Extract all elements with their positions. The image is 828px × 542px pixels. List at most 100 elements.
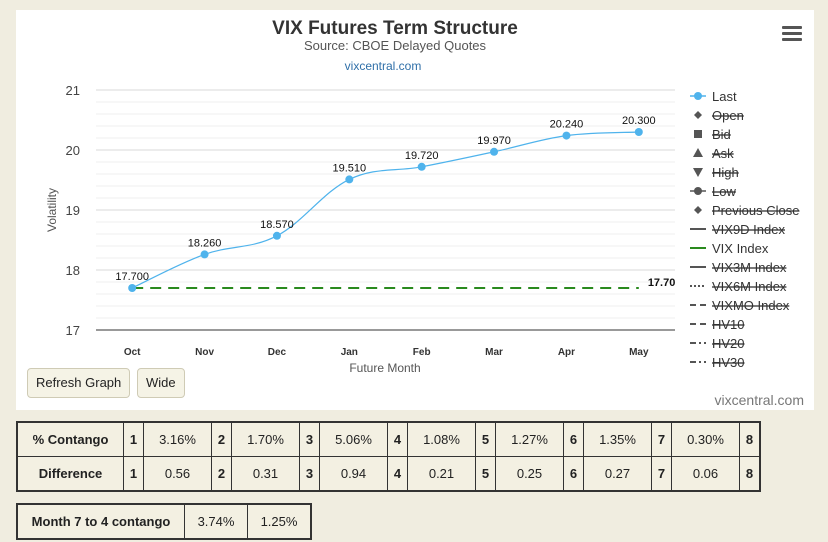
last-data-point[interactable] bbox=[490, 147, 499, 156]
table-row: Difference 1 0.56 2 0.31 3 0.94 4 0.21 5 0.25 6 0.27… bbox=[16, 456, 761, 492]
table-label-cell: % Contango bbox=[16, 421, 124, 457]
legend-label: Ask bbox=[712, 146, 734, 161]
legend-item[interactable]: Bid bbox=[694, 127, 731, 142]
table-row: % Contango 1 3.16% 2 1.70% 3 5.06% 4 1.08% 5 1.27%… bbox=[16, 421, 761, 457]
data-label: 20.240 bbox=[550, 119, 584, 131]
legend-item[interactable]: Ask bbox=[693, 146, 734, 161]
legend-label: Bid bbox=[712, 127, 731, 142]
legend-triangle-icon bbox=[693, 148, 703, 157]
legend-item[interactable]: VIX3M Index bbox=[690, 260, 787, 275]
y-tick-label: 21 bbox=[66, 83, 80, 98]
legend-item[interactable]: VIX Index bbox=[690, 241, 769, 256]
legend-circle-icon bbox=[694, 92, 702, 100]
legend-label: VIXMO Index bbox=[712, 298, 790, 313]
legend-item[interactable]: VIXMO Index bbox=[690, 298, 790, 313]
series: 17.70 17.700 18.260 18.570 19.510 19.720 19.97… bbox=[115, 115, 675, 292]
table-month-number-cell: 5 bbox=[475, 456, 496, 492]
table-month-number-cell: 4 bbox=[387, 421, 408, 457]
table-value-cell: 3.16% bbox=[143, 421, 212, 457]
y-tick-label: 19 bbox=[66, 203, 80, 218]
table-value-cell: 0.31 bbox=[231, 456, 300, 492]
legend-item[interactable]: Low bbox=[690, 184, 736, 199]
refresh-graph-button[interactable]: Refresh Graph bbox=[27, 368, 131, 398]
legend-item[interactable]: HV20 bbox=[690, 336, 745, 351]
menu-bar bbox=[782, 26, 802, 29]
table-value-cell: 0.25 bbox=[495, 456, 564, 492]
table-value-cell: 3.74% bbox=[184, 503, 248, 540]
wide-button[interactable]: Wide bbox=[137, 368, 185, 398]
data-label: 19.510 bbox=[332, 162, 366, 174]
legend-circle-icon bbox=[694, 187, 702, 195]
contango-table: % Contango 1 3.16% 2 1.70% 3 5.06% 4 1.08% 5 1.27%… bbox=[16, 421, 761, 492]
chart-title: VIX Futures Term Structure bbox=[272, 18, 518, 39]
x-tick-label: Feb bbox=[413, 347, 431, 358]
table-value-cell: 5.06% bbox=[319, 421, 388, 457]
table-month-number-cell: 2 bbox=[211, 456, 232, 492]
legend-item[interactable]: HV10 bbox=[690, 317, 745, 332]
chart-credit[interactable]: vixcentral.com bbox=[714, 392, 804, 408]
data-label: 19.970 bbox=[477, 135, 511, 147]
legend-item[interactable]: VIX9D Index bbox=[690, 222, 785, 237]
data-label: 18.260 bbox=[188, 237, 222, 249]
data-label: 18.570 bbox=[260, 219, 294, 231]
table-value-cell: 0.21 bbox=[407, 456, 476, 492]
menu-bar bbox=[782, 38, 802, 41]
table-month-number-cell: 1 bbox=[123, 421, 144, 457]
x-tick-label: Apr bbox=[558, 347, 575, 358]
table-value-cell: 1.70% bbox=[231, 421, 300, 457]
table-value-cell: 0.30% bbox=[671, 421, 740, 457]
menu-bar bbox=[782, 32, 802, 35]
legend-item[interactable]: Previous Close bbox=[694, 203, 799, 218]
x-tick-label: May bbox=[629, 347, 649, 358]
data-label: 17.700 bbox=[115, 271, 149, 283]
last-data-point[interactable] bbox=[562, 131, 571, 140]
table-month-number-cell: 8 bbox=[739, 456, 761, 492]
table-value-cell: 0.56 bbox=[143, 456, 212, 492]
table-month-number-cell: 4 bbox=[387, 456, 408, 492]
last-series-line bbox=[131, 131, 639, 289]
legend-diamond-icon bbox=[694, 206, 702, 214]
legend-item[interactable]: Last bbox=[690, 89, 737, 104]
chart-menu-icon[interactable] bbox=[782, 26, 802, 44]
table-value-cell: 0.94 bbox=[319, 456, 388, 492]
table-row: Month 7 to 4 contango 3.74% 1.25% bbox=[16, 503, 312, 540]
table-value-cell: 1.08% bbox=[407, 421, 476, 457]
legend-label: Previous Close bbox=[712, 203, 799, 218]
last-data-point[interactable] bbox=[128, 284, 137, 292]
legend-label: Low bbox=[712, 184, 736, 199]
table-value-cell: 0.27 bbox=[583, 456, 652, 492]
table-month-number-cell: 6 bbox=[563, 456, 584, 492]
legend-label: Last bbox=[712, 89, 737, 104]
term-structure-chart: VIX Futures Term Structure Source: CBOE … bbox=[45, 18, 799, 375]
last-data-point[interactable] bbox=[200, 250, 209, 259]
table-month-number-cell: 8 bbox=[739, 421, 761, 457]
table-label-cell: Month 7 to 4 contango bbox=[16, 503, 185, 540]
last-data-point[interactable] bbox=[417, 162, 426, 171]
legend-triangle-down-icon bbox=[693, 168, 703, 177]
legend-item[interactable]: Open bbox=[694, 108, 744, 123]
y-tick-label: 20 bbox=[66, 143, 80, 158]
legend-label: High bbox=[712, 165, 739, 180]
legend-label: HV20 bbox=[712, 336, 745, 351]
table-month-number-cell: 7 bbox=[651, 456, 672, 492]
legend-item[interactable]: VIX6M Index bbox=[690, 279, 787, 294]
legend-label: VIX9D Index bbox=[712, 222, 785, 237]
legend-label: VIX6M Index bbox=[712, 279, 787, 294]
legend-diamond-icon bbox=[694, 111, 702, 119]
x-tick-label: Mar bbox=[485, 347, 503, 358]
table-value-cell: 1.25% bbox=[247, 503, 312, 540]
legend-label: HV10 bbox=[712, 317, 745, 332]
legend-item[interactable]: HV30 bbox=[690, 355, 745, 370]
y-tick-label: 18 bbox=[66, 263, 80, 278]
legend-item[interactable]: High bbox=[693, 165, 739, 180]
last-data-point[interactable] bbox=[634, 128, 643, 136]
table-month-number-cell: 6 bbox=[563, 421, 584, 457]
legend-label: VIX3M Index bbox=[712, 260, 787, 275]
table-month-number-cell: 1 bbox=[123, 456, 144, 492]
chart-panel: VIX Futures Term Structure Source: CBOE … bbox=[16, 10, 814, 410]
last-data-point[interactable] bbox=[345, 175, 354, 184]
source-link[interactable]: vixcentral.com bbox=[345, 59, 422, 73]
axes: 17 18 19 20 21 Oct Nov Dec Jan Feb Mar Apr May bbox=[66, 83, 675, 358]
last-data-point[interactable] bbox=[272, 231, 281, 240]
chart-subtitle: Source: CBOE Delayed Quotes bbox=[304, 38, 487, 53]
